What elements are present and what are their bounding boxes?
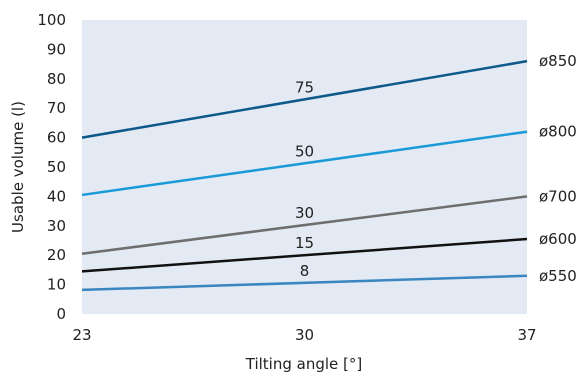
series-labels: 75 50 30 15 8 [295,78,314,279]
x-tick-label: 23 [72,326,91,344]
diameter-label: ø700 [539,187,577,205]
y-tick-label: 80 [47,70,66,88]
series-line-30 [81,195,528,255]
y-tick-label: 20 [47,246,66,264]
series-label: 15 [295,234,314,252]
y-tick-label: 30 [47,217,66,235]
series-line-75 [81,59,528,139]
y-tick-label: 70 [47,99,66,117]
y-tick-label: 40 [47,187,66,205]
y-axis-label: Usable volume (l) [9,101,27,233]
y-tick-label: 60 [47,129,66,147]
x-tick-label: 37 [517,326,536,344]
y-tick-label: 10 [47,276,66,294]
series-line-8 [81,274,528,292]
y-tick-label: 0 [56,305,66,323]
series-line-50 [81,130,528,197]
series-label: 75 [295,78,314,96]
y-tick-label: 50 [47,158,66,176]
diameter-label: ø800 [539,123,577,141]
y-tick-label: 100 [37,11,66,29]
x-tick-label: 30 [295,326,314,344]
series-label: 30 [295,204,314,222]
diameter-label: ø850 [539,52,577,70]
series-line-15 [81,237,528,273]
y-tick-label: 90 [47,40,66,58]
diameter-labels: ø850 ø800 ø700 ø600 ø550 [539,52,577,285]
series-lines [81,59,528,292]
x-axis-label: Tilting angle [°] [245,355,362,373]
series-label: 50 [295,142,314,160]
x-axis-ticks: 23 30 37 [72,326,536,344]
diameter-label: ø550 [539,267,577,285]
y-axis-ticks: 0 10 20 30 40 50 60 70 80 90 100 [37,11,66,323]
diameter-label: ø600 [539,230,577,248]
series-label: 8 [300,262,310,280]
